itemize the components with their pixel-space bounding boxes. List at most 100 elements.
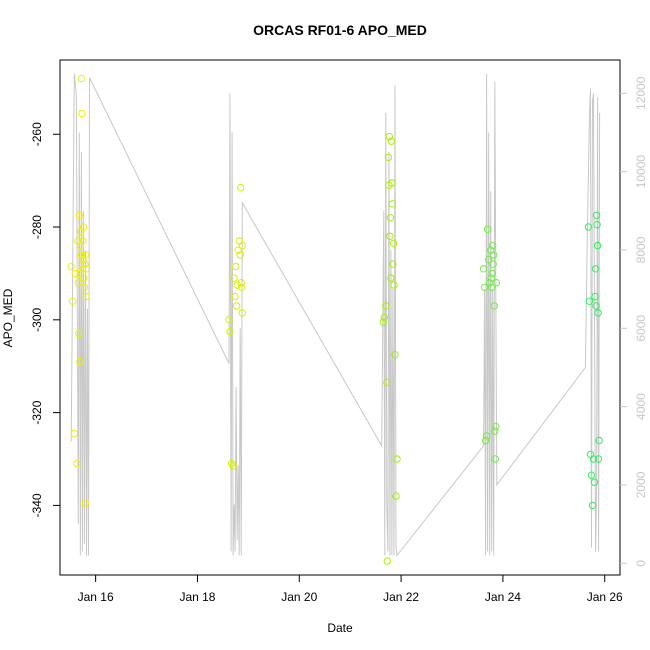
data-point-flight-5 — [588, 501, 597, 510]
data-point-flight-3 — [384, 153, 393, 162]
data-point-flight-4 — [481, 436, 490, 445]
data-point-flight-2 — [230, 274, 238, 282]
data-point-flight-3 — [383, 557, 391, 565]
data-point-flight-1 — [82, 292, 90, 301]
data-point-flight-2 — [234, 246, 242, 254]
x-tick-label: Jan 22 — [383, 590, 419, 604]
data-point-flight-3 — [386, 232, 394, 241]
data-point-flight-2 — [237, 279, 245, 287]
data-point-flight-4 — [492, 279, 500, 287]
data-point-flight-2 — [233, 302, 241, 310]
y-axis-right: 0 2000 4000 6000 8000 10000 12000 — [620, 76, 648, 567]
y-tick-label: -280 — [30, 215, 44, 239]
x-tick-label: Jan 20 — [281, 590, 317, 604]
data-point-flight-5 — [589, 455, 598, 463]
data-point-flight-1 — [67, 262, 75, 271]
data-point-flight-3 — [391, 350, 399, 359]
data-point-flight-4 — [492, 422, 500, 431]
data-point-flight-5 — [590, 478, 599, 486]
altitude-line — [70, 73, 601, 557]
data-point-flight-5 — [587, 471, 596, 479]
data-point-flight-3 — [389, 260, 397, 268]
data-points — [67, 74, 603, 565]
data-point-flight-5 — [595, 436, 603, 445]
data-point-flight-3 — [385, 132, 394, 141]
data-point-flight-3 — [388, 200, 397, 208]
y2-tick-label: 10000 — [634, 155, 648, 189]
data-point-flight-3 — [390, 281, 398, 289]
x-tick-label: Jan 16 — [78, 590, 114, 604]
data-point-flight-1 — [75, 211, 84, 220]
data-point-flight-1 — [79, 223, 88, 231]
plot-frame — [59, 59, 621, 576]
data-point-flight-1 — [76, 269, 85, 278]
data-point-flight-4 — [490, 251, 498, 259]
data-point-flight-1 — [80, 283, 89, 291]
data-point-flight-4 — [491, 427, 499, 435]
data-point-flight-5 — [586, 450, 595, 459]
x-tick-label: Jan 24 — [485, 590, 521, 604]
data-point-flight-1 — [76, 357, 84, 366]
data-point-flight-1 — [79, 237, 87, 245]
data-point-flight-1 — [75, 330, 83, 338]
data-point-flight-5 — [594, 309, 602, 317]
data-point-flight-5 — [591, 292, 599, 301]
data-point-flight-4 — [482, 432, 491, 440]
data-point-flight-4 — [480, 283, 489, 291]
data-point-flight-2 — [238, 283, 246, 291]
data-point-flight-3 — [379, 318, 387, 326]
data-point-flight-5 — [593, 221, 601, 229]
data-point-flight-1 — [80, 274, 88, 282]
y2-tick-label: 12000 — [634, 76, 648, 110]
data-point-flight-2 — [233, 281, 241, 289]
data-point-flight-2 — [226, 327, 234, 336]
data-point-flight-2 — [236, 251, 244, 259]
data-point-flight-1 — [69, 297, 77, 305]
data-point-flight-2 — [238, 309, 247, 317]
data-point-flight-1 — [74, 279, 83, 287]
data-point-flight-2 — [231, 262, 240, 271]
data-point-flight-5 — [593, 241, 602, 250]
chart-title: ORCAS RF01-6 APO_MED — [253, 22, 427, 38]
data-point-flight-4 — [488, 283, 496, 291]
y2-tick-label: 4000 — [634, 393, 648, 420]
data-point-flight-4 — [489, 260, 497, 268]
data-point-flight-2 — [238, 241, 247, 250]
data-point-flight-5 — [584, 223, 593, 231]
data-point-flight-4 — [485, 255, 493, 264]
y-tick-label: -340 — [30, 493, 44, 517]
y2-tick-label: 0 — [634, 560, 648, 567]
data-point-flight-4 — [491, 455, 499, 463]
data-point-flight-3 — [387, 137, 396, 145]
data-point-flight-4 — [489, 241, 497, 250]
data-point-flight-2 — [229, 462, 237, 470]
data-point-flight-1 — [81, 499, 90, 507]
data-point-flight-1 — [82, 265, 91, 273]
y-tick-label: -320 — [30, 400, 44, 424]
data-point-flight-1 — [70, 429, 79, 438]
data-point-flight-2 — [225, 316, 233, 324]
data-point-flight-2 — [235, 237, 243, 245]
data-point-flight-5 — [585, 297, 594, 305]
data-point-flight-5 — [592, 211, 601, 220]
data-point-flight-3 — [392, 492, 400, 500]
x-tick-label: Jan 26 — [587, 590, 623, 604]
y2-tick-label: 6000 — [634, 315, 648, 342]
data-point-flight-5 — [591, 265, 600, 273]
y-axis-label: APO_MED — [1, 288, 15, 347]
data-point-flight-3 — [387, 274, 395, 282]
data-point-flight-1 — [81, 251, 90, 259]
y-tick-label: -260 — [30, 122, 44, 146]
altitude-series-line — [70, 73, 601, 557]
y-tick-label: -300 — [30, 307, 44, 331]
y2-tick-label: 2000 — [634, 471, 648, 498]
data-point-flight-1 — [77, 74, 86, 83]
data-point-flight-4 — [479, 265, 488, 273]
data-point-flight-4 — [483, 225, 492, 234]
data-point-flight-3 — [380, 313, 388, 322]
data-point-flight-5 — [594, 455, 603, 463]
data-point-flight-3 — [386, 214, 395, 222]
x-tick-label: Jan 18 — [179, 590, 215, 604]
data-point-flight-1 — [78, 109, 86, 118]
data-point-flight-4 — [487, 274, 495, 282]
